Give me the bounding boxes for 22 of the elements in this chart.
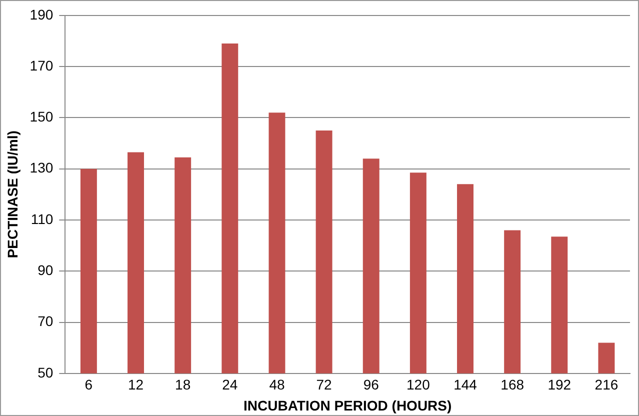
- x-tick-label: 6: [84, 376, 93, 393]
- y-axis-title: PECTINASE (IU/ml): [4, 130, 20, 258]
- y-tick-label: 110: [30, 210, 54, 227]
- x-tick-label: 12: [128, 376, 144, 393]
- x-tick-label: 120: [406, 376, 430, 393]
- y-tick-label: 90: [38, 262, 54, 278]
- y-tick-label: 150: [30, 108, 54, 125]
- x-tick-label: 24: [222, 376, 238, 393]
- x-tick-label: 144: [454, 376, 478, 393]
- x-axis-title: INCUBATION PERIOD (HOURS): [243, 397, 452, 414]
- x-tick-label: 48: [269, 376, 285, 393]
- y-tick-label: 190: [30, 6, 54, 22]
- y-tick-label: 50: [38, 364, 54, 380]
- x-tick-label: 18: [175, 376, 191, 393]
- y-tick-label: 70: [38, 313, 54, 330]
- x-tick-label: 96: [363, 376, 380, 393]
- y-tick-label: 130: [30, 160, 54, 176]
- y-tick-label: 170: [30, 57, 54, 74]
- x-tick-label: 168: [500, 376, 524, 393]
- x-tick-label: 216: [594, 376, 618, 393]
- x-tick-label: 192: [548, 376, 572, 393]
- x-tick-label: 72: [316, 376, 332, 393]
